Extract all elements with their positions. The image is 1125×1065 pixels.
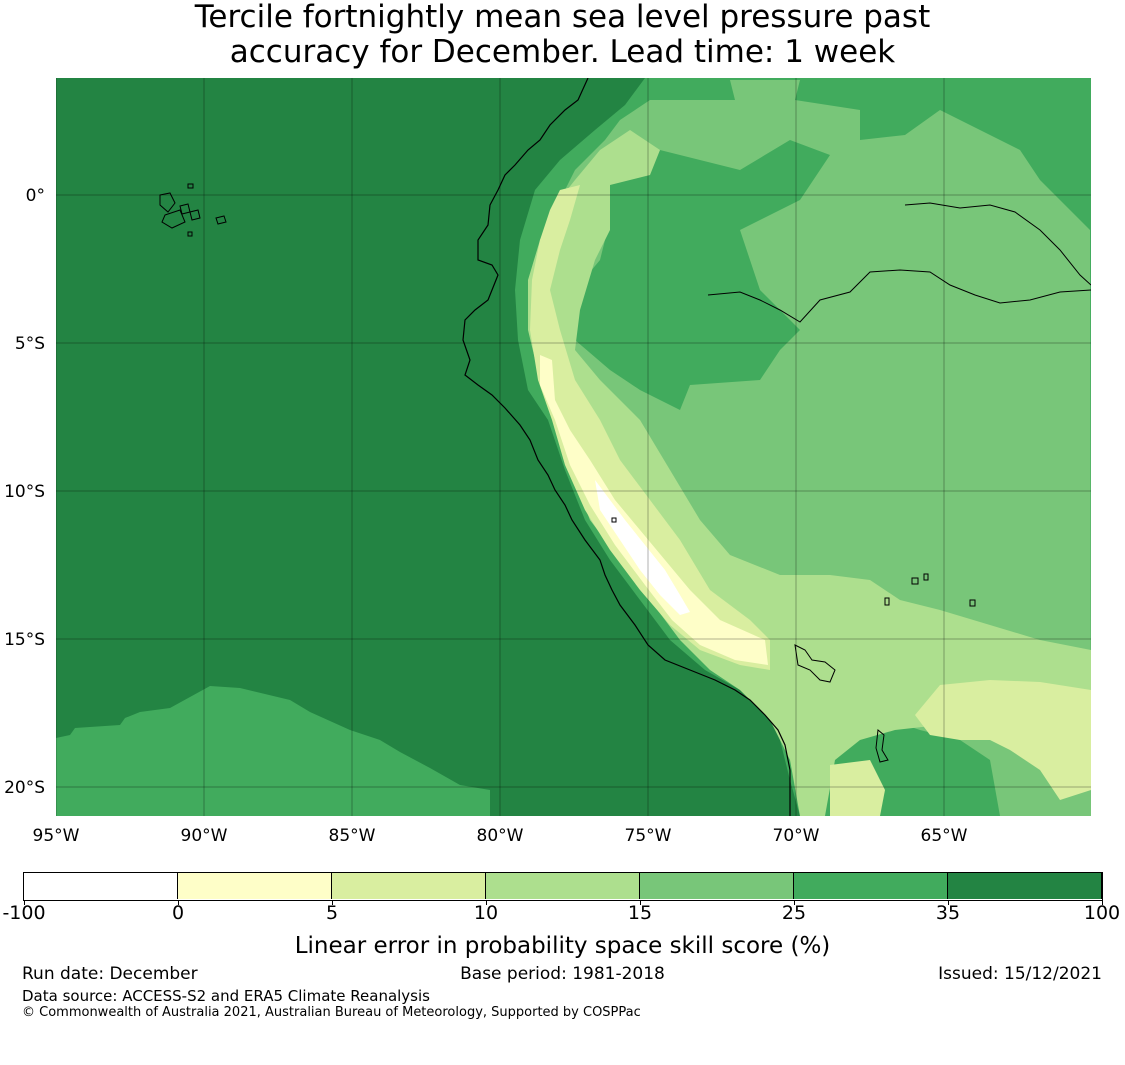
- colorbar-tick-label: 15: [627, 902, 653, 924]
- lon-label: 80°W: [477, 826, 524, 846]
- lon-label: 90°W: [181, 826, 228, 846]
- lon-label: 70°W: [773, 826, 820, 846]
- colorbar-segment: [24, 872, 178, 899]
- lon-label: 65°W: [921, 826, 968, 846]
- field-below-0: [595, 480, 690, 615]
- issued-date: Issued: 15/12/2021: [938, 964, 1102, 984]
- amazon-river: [904, 202, 1091, 286]
- colorbar-tickmark: [486, 900, 487, 905]
- field-10-15: [528, 130, 1091, 816]
- lat-label: 20°S: [4, 778, 45, 798]
- lake-titicaca: [794, 644, 836, 683]
- field-s-5-10: [830, 760, 885, 816]
- small-lake-5: [611, 517, 617, 523]
- lat-label: 0°: [26, 186, 45, 206]
- colorbar-tick-label: 5: [325, 902, 339, 924]
- colorbar-segment: [332, 872, 486, 899]
- small-lake-2: [923, 573, 929, 581]
- title-line-2: accuracy for December. Lead time: 1 week: [229, 34, 896, 70]
- lon-label: 95°W: [33, 826, 80, 846]
- lat-label: 10°S: [4, 482, 45, 502]
- galapagos-islands: [159, 183, 227, 237]
- colorbar-tick-label: 25: [781, 902, 807, 924]
- lake-poopo: [875, 729, 889, 763]
- colorbar-tick-label: 0: [171, 902, 185, 924]
- skill-map: 95°W 90°W 85°W 80°W 75°W 70°W 65°W 0° 5°S 10°S 15…: [4, 78, 1091, 846]
- title-line-1: Tercile fortnightly mean sea level press…: [194, 0, 931, 35]
- copyright: © Commonwealth of Australia 2021, Austra…: [22, 1005, 641, 1020]
- colorbar-border: [23, 872, 1103, 901]
- small-lake-4: [969, 599, 976, 607]
- data-source: Data source: ACCESS-S2 and ERA5 Climate …: [22, 987, 430, 1005]
- lon-label: 85°W: [329, 826, 376, 846]
- lat-axis-labels: 0° 5°S 10°S 15°S 20°S: [4, 186, 45, 798]
- colorbar-tick-label: 100: [1083, 902, 1121, 924]
- colorbar-tick-label: 10: [473, 902, 499, 924]
- colorbar-segment: [794, 872, 948, 899]
- colorbar-segment: [948, 872, 1102, 899]
- field-0-5: [540, 355, 768, 665]
- chart-title: Tercile fortnightly mean sea level press…: [0, 0, 1125, 70]
- coastline: [462, 78, 791, 816]
- run-date: Run date: December: [22, 964, 198, 984]
- base-period: Base period: 1981-2018: [460, 964, 665, 984]
- colorbar-tickmark: [794, 900, 795, 905]
- colorbar-tickmark: [1102, 900, 1103, 905]
- colorbar-tickmark: [332, 900, 333, 905]
- field-sw-25-35: [56, 686, 490, 816]
- lon-axis-labels: 95°W 90°W 85°W 80°W 75°W 70°W 65°W: [33, 826, 968, 846]
- lon-label: 75°W: [625, 826, 672, 846]
- colorbar-segment: [178, 872, 332, 899]
- small-lake-3: [884, 597, 890, 606]
- small-lake-1: [911, 577, 919, 585]
- lat-label: 15°S: [4, 630, 45, 650]
- maranon-river: [707, 269, 1091, 323]
- colorbar: [23, 872, 1103, 901]
- colorbar-label: Linear error in probability space skill …: [294, 933, 831, 959]
- colorbar-tickmark: [640, 900, 641, 905]
- field-se-5-10: [915, 680, 1091, 800]
- colorbar-segment: [640, 872, 794, 899]
- colorbar-tickmark: [24, 900, 25, 905]
- colorbar-tickmark: [948, 900, 949, 905]
- colorbar-tickmark: [178, 900, 179, 905]
- colorbar-tick-label: 35: [935, 902, 961, 924]
- graticule: [56, 78, 1091, 816]
- colorbar-tick-label: -100: [2, 902, 46, 924]
- lat-label: 5°S: [15, 334, 45, 354]
- colorbar-segment: [486, 872, 640, 899]
- field-interior-25-35: [575, 140, 830, 410]
